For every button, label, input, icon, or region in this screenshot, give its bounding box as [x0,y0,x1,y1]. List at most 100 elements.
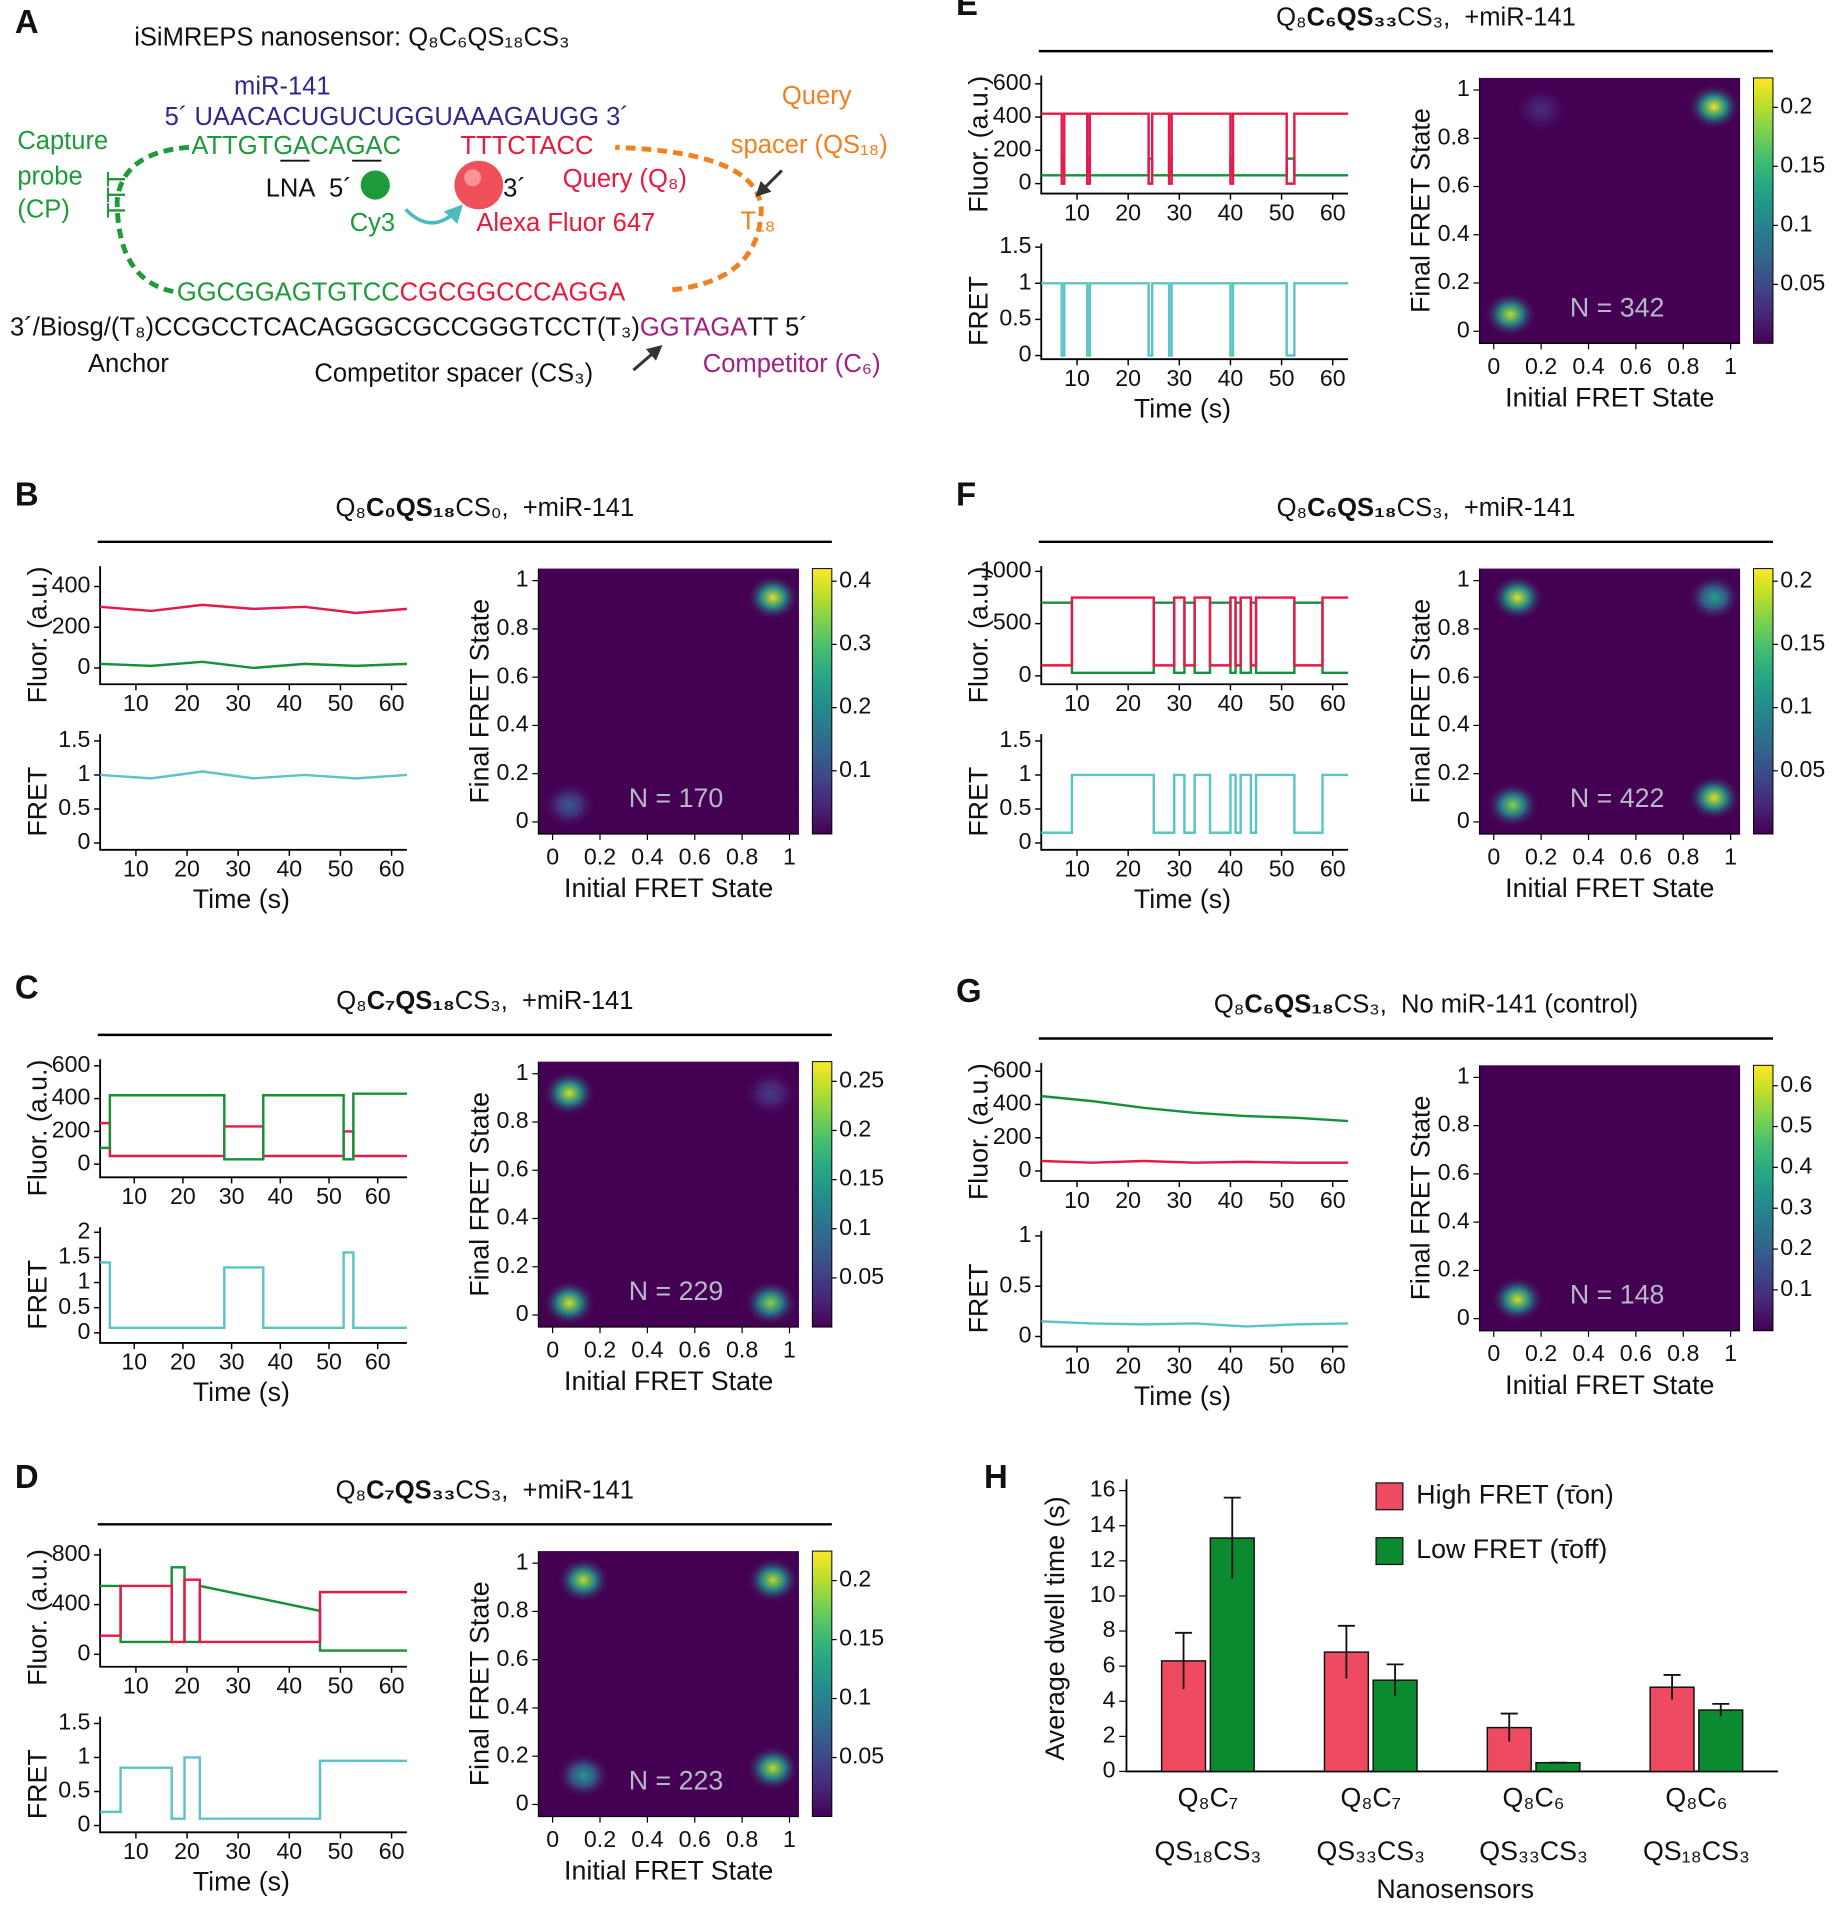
cy3-dye [360,170,390,200]
x-tick-label: 40 [267,1349,293,1375]
x-tick-label: 40 [1218,690,1244,716]
x-tick-label: 20 [170,1183,196,1209]
density-peak [542,1279,596,1327]
x-tick-label: 0 [546,843,559,869]
y-tick-label: 4 [1103,1686,1116,1712]
x-tick-label: 1 [1724,1340,1737,1366]
colorbar-label: 0.6 [1780,1071,1812,1097]
y-tick-label: 0.8 [1438,614,1470,640]
panel-letter: E [956,0,978,22]
density-peak [1514,86,1568,133]
x-tick-label: 0.6 [1620,1340,1652,1366]
panel-title: Q₈C₀QS₁₈CS₀, +miR-141 [335,494,634,522]
peaks [1490,1276,1545,1323]
y-tick-label: 0 [1457,1304,1470,1330]
y-tick-label: 0.2 [497,1252,529,1278]
x-axis-label: Initial FRET State [564,873,773,903]
colorbar-label: 0.2 [839,1116,871,1142]
x-tick-label: 0 [1487,353,1500,379]
x-tick-label: 30 [225,1838,251,1864]
y-tick-label: 1 [1457,566,1470,592]
ttt-label: TTT [103,171,131,218]
panel-title: Q₈C₇QS₃₃CS₃, +miR-141 [336,1476,634,1504]
y-tick-label: 14 [1090,1511,1116,1537]
y-axis-label: Average dwell time (s) [1040,1496,1070,1760]
legend-label: High FRET (τ̄on) [1416,1479,1613,1509]
y-tick-label: 500 [993,609,1032,635]
trace [1041,1094,1349,1123]
x-tick-label: 60 [365,1349,391,1375]
x-tick-label: 0.4 [631,1337,663,1363]
cy3-label: Cy3 [350,209,395,237]
axis [99,1548,407,1668]
legend-swatch [1375,1482,1404,1511]
y-tick-label: 0.5 [999,305,1031,331]
colorbar [811,1550,833,1817]
density-peak [746,1556,799,1604]
x-tick-label: 30 [225,690,251,716]
x-axis-label: Initial FRET State [564,1366,773,1396]
title-part: Q₈ [336,987,366,1015]
x-tick-label: 0.6 [679,843,711,869]
colorbar-label: 0.15 [839,1165,884,1191]
trace [1041,773,1349,834]
y-tick-label: 0 [1019,1322,1032,1348]
x-tick-label: 10 [123,690,149,716]
x-tick-label: Q₈C₆ [1503,1783,1565,1813]
y-tick-label: 0.6 [1438,662,1470,688]
colorbar-label: 0.1 [839,1214,871,1240]
x-tick-label: 60 [365,1183,391,1209]
colorbar-label: 0.4 [839,566,871,592]
x-tick-label: 0.4 [1572,843,1604,869]
x-tick-label: 0 [546,1337,559,1363]
density-peak [1687,83,1741,131]
y-tick-label: 0 [516,807,529,833]
x-tick-label: QS₁₈CS₃ [1643,1836,1750,1866]
x-tick-label: 40 [276,690,302,716]
y-tick-label: 1.5 [999,726,1031,752]
axis [1040,243,1349,361]
density-peak [1687,774,1741,821]
colorbar-label: 0.1 [1780,210,1812,236]
colorbar [1753,77,1774,344]
axis [1040,1230,1349,1348]
trace [100,1092,407,1161]
x-tick-label: 60 [379,1673,405,1699]
x-axis-label: Time (s) [193,1867,290,1897]
x-tick-label: 0.8 [726,843,758,869]
x-tick-label: 0 [1487,843,1500,869]
density-peak [556,1556,611,1604]
anchor-seq-line: 3´/Biosg/(T₈)CCGCCTCACAGGGCGCCGGGTCCT(T₃… [10,313,808,341]
axis [1040,1062,1349,1182]
x-tick-label: 30 [219,1349,245,1375]
title-part: Q₈ [1277,494,1307,522]
error-bar [1386,1663,1404,1696]
y-axis-label: Final FRET State [464,1092,494,1297]
trace [100,1251,407,1330]
axis [537,568,799,835]
colorbar-label: 0.3 [1780,1193,1812,1219]
error-bar [1500,1712,1518,1742]
x-tick-label: 10 [1064,856,1090,882]
x-tick-label: 30 [225,856,251,882]
y-tick-label: 0.8 [1438,1111,1470,1137]
heatmap [538,1551,799,1817]
title-part: CS₃, +miR-141 [455,987,634,1015]
y-tick-label: 0.6 [497,662,529,688]
title-part: CS₃, +miR-141 [455,1476,634,1504]
pointer [632,344,663,372]
y-tick-label: 0.6 [1438,1159,1470,1185]
y-tick-label: 0.8 [497,1597,529,1623]
axis [1040,734,1349,851]
y-tick-label: 1 [1457,1062,1470,1088]
spacer-label: spacer (QS₁₈) [731,131,888,159]
axis [1478,568,1741,835]
fret-arrow [404,204,463,225]
x-tick-label: 0.4 [1572,353,1604,379]
capture-label: probe [17,163,82,191]
y-tick-label: 1 [516,1059,529,1085]
x-tick-label: 0.2 [584,843,616,869]
x-tick-label: 10 [1064,199,1090,225]
panel-title: Q₈C₇QS₁₈CS₃, +miR-141 [336,987,633,1015]
x-tick-label: 60 [1320,199,1346,225]
